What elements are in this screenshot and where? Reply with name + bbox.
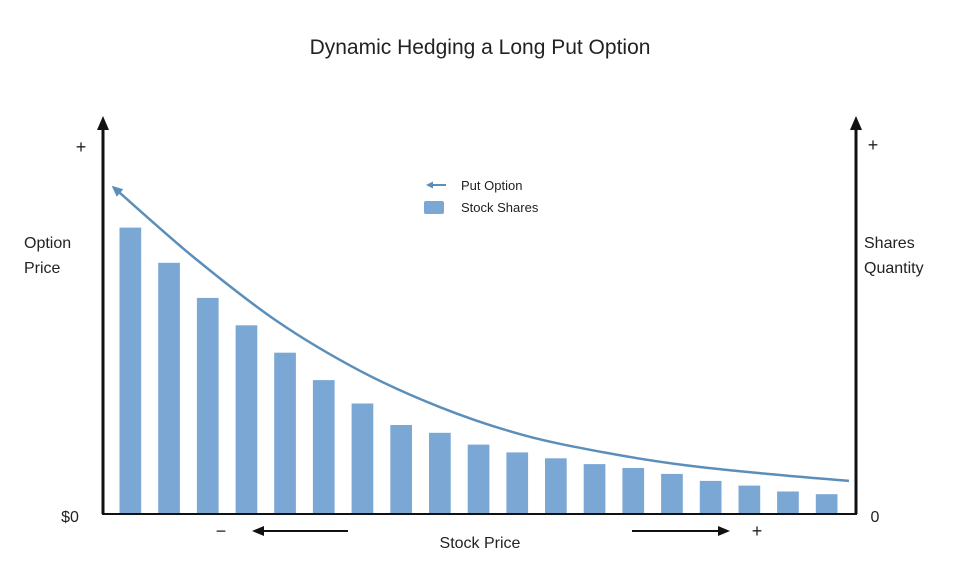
legend-put-option-label: Put Option: [461, 178, 522, 193]
legend-stock-shares-swatch: [424, 201, 444, 214]
bar-8: [390, 425, 412, 513]
bar-12: [545, 458, 567, 513]
bar-9: [429, 432, 451, 513]
bar-6: [312, 380, 335, 513]
put-option-curve: [113, 186, 850, 483]
x-decrease-arrowhead: [252, 526, 264, 536]
right-axis-top-label: +: [868, 135, 879, 155]
line-series-put-option: [111, 185, 850, 483]
x-decrease-label: −: [216, 521, 227, 541]
bar-15: [661, 473, 683, 513]
bar-3: [196, 297, 219, 513]
left-axis-bottom-label: $0: [61, 509, 79, 526]
chart-title: Dynamic Hedging a Long Put Option: [310, 36, 651, 59]
y-axis-right-title: Shares Quantity: [864, 235, 924, 277]
y-axis-right-title-line2: Quantity: [864, 260, 924, 277]
right-axis-arrowhead: [850, 116, 862, 130]
legend-stock-shares-label: Stock Shares: [461, 200, 539, 215]
bar-19: [815, 494, 838, 513]
legend: Put Option Stock Shares: [424, 178, 539, 215]
right-axis-bottom-label: 0: [871, 509, 880, 526]
bar-10: [467, 444, 490, 513]
bar-1: [119, 227, 142, 513]
x-axis-title: Stock Price: [440, 535, 521, 552]
bar-17: [738, 485, 761, 513]
x-increase-arrowhead: [718, 526, 730, 536]
left-axis-arrowhead: [97, 116, 109, 130]
legend-put-option-arrowhead: [426, 181, 433, 189]
bar-series-stock-shares: [119, 227, 838, 513]
bar-5: [274, 352, 296, 513]
bar-2: [158, 262, 180, 513]
bar-16: [699, 480, 722, 513]
bar-7: [351, 403, 374, 513]
y-axis-right-title-line1: Shares: [864, 235, 915, 252]
bar-4: [235, 325, 258, 513]
put-option-curve-arrowhead: [111, 185, 124, 197]
x-increase-label: +: [752, 521, 763, 541]
y-axis-left-title-line2: Price: [24, 260, 61, 277]
bar-14: [622, 468, 645, 513]
bar-11: [506, 452, 529, 513]
left-axis-top-label: +: [76, 137, 87, 157]
bar-18: [777, 491, 799, 513]
y-axis-left-title-line1: Option: [24, 235, 71, 252]
bar-13: [583, 464, 606, 513]
y-axis-left-title: Option Price: [24, 235, 76, 277]
